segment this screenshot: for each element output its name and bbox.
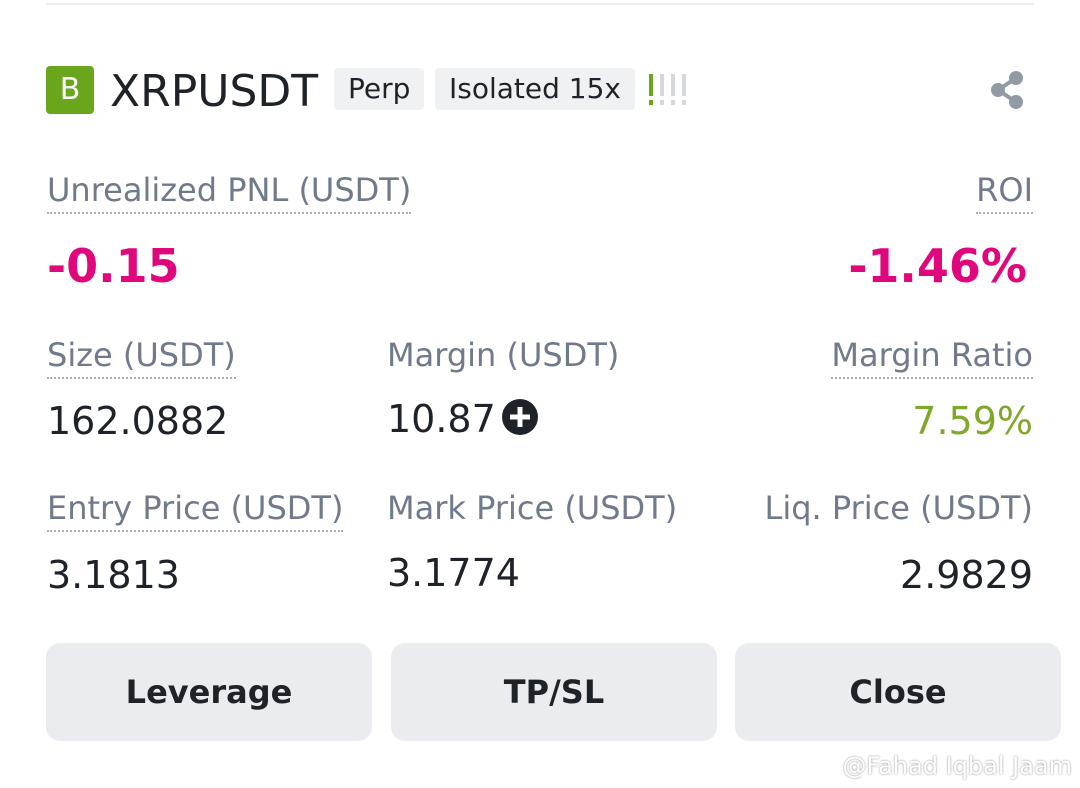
symbol: XRPUSDT bbox=[110, 66, 319, 117]
share-icon[interactable] bbox=[988, 70, 1028, 110]
add-margin-icon[interactable] bbox=[501, 398, 539, 436]
field-value: 3.1813 bbox=[47, 553, 180, 597]
field-label: Margin (USDT) bbox=[387, 336, 620, 374]
risk-indicator bbox=[649, 74, 686, 105]
tag: Isolated 15x bbox=[435, 68, 635, 110]
watermark: @Fahad Iqbal Jaam bbox=[842, 752, 1072, 780]
button[interactable]: TP/SL bbox=[391, 643, 717, 741]
field-label: Margin Ratio bbox=[831, 333, 1033, 379]
pnl-value: -0.15 bbox=[47, 239, 180, 293]
roi-label: ROI bbox=[976, 168, 1033, 214]
button[interactable]: Close bbox=[735, 643, 1061, 741]
field-label: Size (USDT) bbox=[47, 333, 236, 379]
tag: Perp bbox=[334, 68, 425, 110]
button[interactable]: Leverage bbox=[46, 643, 372, 741]
field-label: Liq. Price (USDT) bbox=[764, 489, 1034, 527]
field-value: 7.59% bbox=[912, 399, 1033, 443]
field-value: 10.87 bbox=[387, 397, 496, 441]
divider bbox=[46, 3, 1034, 5]
badge: B bbox=[46, 66, 94, 114]
field-value: 3.1774 bbox=[387, 551, 520, 595]
field-label: Mark Price (USDT) bbox=[387, 489, 678, 527]
roi-value: -1.46% bbox=[848, 239, 1027, 293]
field-label: Entry Price (USDT) bbox=[47, 486, 344, 532]
pnl-label: Unrealized PNL (USDT) bbox=[47, 168, 412, 214]
field-value: 2.9829 bbox=[900, 553, 1033, 597]
field-value: 162.0882 bbox=[47, 399, 229, 443]
